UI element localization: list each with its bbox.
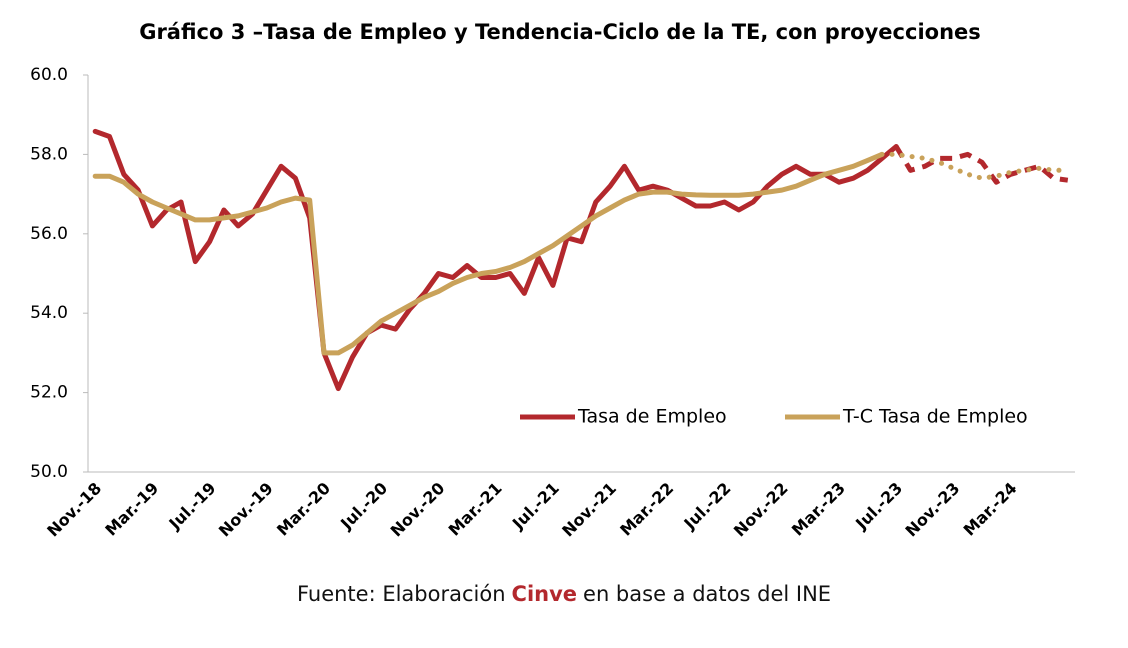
x-tick-label: Nov.-23: [902, 479, 964, 541]
x-tick-label: Mar.-22: [616, 479, 677, 540]
x-tick-label: Mar.-24: [960, 479, 1021, 540]
legend-label: T-C Tasa de Empleo: [842, 406, 1028, 428]
x-tick-label: Jul.-21: [508, 479, 563, 534]
x-tick-label: Jul.-20: [336, 479, 391, 534]
y-tick-label: 52.0: [30, 383, 68, 403]
y-tick-label: 60.0: [30, 65, 68, 85]
legend-label: Tasa de Empleo: [577, 406, 727, 428]
x-tick-label: Jul.-23: [851, 479, 906, 534]
x-tick-label: Nov.-21: [558, 479, 620, 541]
x-tick-label: Mar.-20: [273, 479, 334, 540]
series-line: [92, 128, 899, 392]
x-tick-label: Nov.-20: [387, 479, 449, 541]
chart-title: Gráfico 3 –Tasa de Empleo y Tendencia-Ci…: [139, 20, 981, 44]
source-prefix: Fuente: Elaboración: [296, 582, 506, 606]
source-suffix: en base a datos del INE: [583, 582, 832, 606]
series-line: [92, 151, 885, 356]
x-tick-label: Nov.-22: [730, 479, 792, 541]
projection-line: [879, 151, 1071, 181]
y-tick-label: 50.0: [30, 462, 68, 482]
projection-line: [894, 145, 1069, 185]
y-tick-label: 56.0: [30, 224, 68, 244]
x-tick-label: Jul.-22: [680, 479, 735, 534]
x-tick-label: Mar.-19: [101, 479, 162, 540]
y-tick-label: 58.0: [30, 144, 68, 164]
x-tick-label: Nov.-18: [43, 479, 105, 541]
x-tick-label: Jul.-19: [165, 479, 220, 534]
x-tick-label: Mar.-23: [788, 479, 849, 540]
source: Fuente: Elaboración Cinve en base a datos …: [0, 582, 1128, 606]
source-highlight: Cinve: [511, 582, 578, 606]
x-tick-label: Mar.-21: [445, 479, 506, 540]
x-tick-label: Nov.-19: [215, 479, 277, 541]
y-tick-label: 54.0: [30, 303, 68, 323]
